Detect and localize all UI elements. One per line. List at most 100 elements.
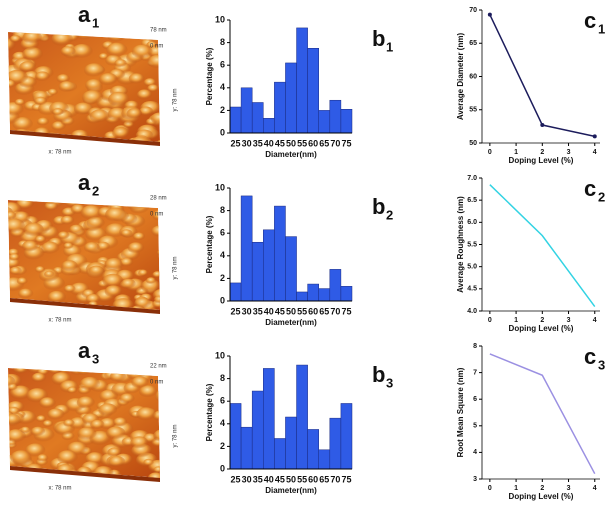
x-tick-label: 55 (297, 474, 307, 484)
afm-grain (122, 200, 141, 206)
y-axis-label: y: 78 nm (173, 88, 179, 111)
bar (240, 87, 253, 134)
x-tick-label: 0 (488, 485, 492, 492)
bar (285, 62, 297, 134)
x-tick-label: 0 (488, 149, 492, 156)
panel-subscript: 2 (598, 189, 605, 204)
panel-subscript: 3 (598, 357, 605, 372)
x-tick-label: 30 (242, 138, 252, 148)
afm-grain (132, 232, 146, 241)
afm-grain (83, 242, 101, 254)
afm-grain (119, 257, 134, 268)
afm-grain (107, 32, 126, 43)
x-axis-title: Diameter(nm) (265, 150, 317, 159)
afm-grain (47, 290, 67, 304)
x-tick-label: 1 (514, 317, 518, 324)
panel-label: b (372, 362, 385, 387)
afm-grain (19, 471, 40, 478)
panel-label: a (78, 170, 91, 195)
afm-grain (42, 420, 54, 428)
x-tick-label: 55 (297, 306, 307, 316)
bar (263, 368, 275, 470)
afm-grain (60, 46, 76, 57)
afm-grain (85, 293, 101, 305)
afm-grain (130, 436, 149, 450)
x-tick-label: 75 (341, 474, 351, 484)
afm-grain (108, 91, 130, 107)
y-tick-label: 4.5 (467, 286, 477, 293)
y-tick-label: 70 (469, 7, 477, 14)
x-tick-label: 35 (253, 138, 263, 148)
x-tick-label: 65 (319, 306, 329, 316)
bar (240, 426, 253, 470)
x-tick-label: 30 (242, 474, 252, 484)
afm-grain (145, 277, 157, 285)
afm-grain (152, 410, 160, 422)
afm-grain (35, 71, 50, 82)
line (489, 184, 596, 308)
panel-subscript: 1 (598, 21, 605, 36)
bar (263, 229, 275, 302)
x-axis-title: Diameter(nm) (265, 318, 317, 327)
y-tick-label: 2 (220, 273, 225, 283)
y-tick-label: 6 (220, 60, 225, 70)
x-tick-label: 35 (253, 306, 263, 316)
afm-image (8, 200, 160, 310)
x-tick-label: 35 (253, 474, 263, 484)
afm-grain (88, 265, 105, 277)
afm-grain (127, 242, 145, 254)
bar (229, 106, 242, 134)
bar (285, 236, 297, 302)
x-tick-label: 0 (488, 317, 492, 324)
y-tick-label: 50 (469, 140, 477, 147)
x-tick-label: 75 (341, 306, 351, 316)
z-min-label: 0 nm (150, 212, 163, 218)
y-tick-label: 3 (473, 476, 477, 483)
y-tick-label: 5.0 (467, 264, 477, 271)
afm-image (8, 368, 160, 478)
bar (296, 27, 308, 134)
x-tick-label: 50 (286, 306, 296, 316)
line (489, 353, 596, 475)
y-tick-label: 4 (220, 82, 225, 92)
z-min-label: 0 nm (150, 380, 163, 386)
afm-grain (136, 407, 157, 422)
y-axis-label: y: 78 nm (173, 256, 179, 279)
afm-grain (113, 417, 128, 428)
afm-grain (22, 32, 43, 45)
panel-subscript: 2 (386, 207, 393, 222)
x-axis-label: x: 78 nm (48, 318, 71, 324)
afm-grain (71, 139, 85, 142)
bar (318, 110, 331, 134)
afm-grain (8, 429, 27, 444)
x-tick-label: 45 (275, 474, 285, 484)
afm-grain (47, 408, 65, 421)
afm-grain (63, 419, 75, 428)
afm-grain (89, 109, 110, 124)
bar (329, 99, 342, 134)
y-tick-label: 7 (473, 369, 477, 376)
point (487, 12, 492, 17)
afm-grain (147, 46, 160, 59)
afm-grain (76, 368, 92, 376)
afm-grain (22, 47, 44, 62)
afm-grain (153, 466, 160, 474)
y-axis-title: Percentage (%) (205, 383, 214, 441)
x-tick-label: 1 (514, 485, 518, 492)
panel-subscript: 1 (386, 39, 393, 54)
bar (329, 269, 342, 302)
x-tick-label: 25 (231, 474, 241, 484)
x-tick-label: 60 (308, 474, 318, 484)
afm-grain (30, 426, 46, 437)
y-tick-label: 6.5 (467, 197, 477, 204)
x-tick-label: 40 (264, 474, 274, 484)
afm-grain (36, 415, 47, 423)
bar (274, 205, 286, 302)
z-max-label: 28 nm (150, 196, 167, 202)
x-tick-label: 75 (341, 138, 351, 148)
afm-grain (8, 218, 26, 234)
afm-grain (112, 127, 130, 140)
afm-grain (131, 376, 150, 389)
y-tick-label: 7.0 (467, 175, 477, 182)
